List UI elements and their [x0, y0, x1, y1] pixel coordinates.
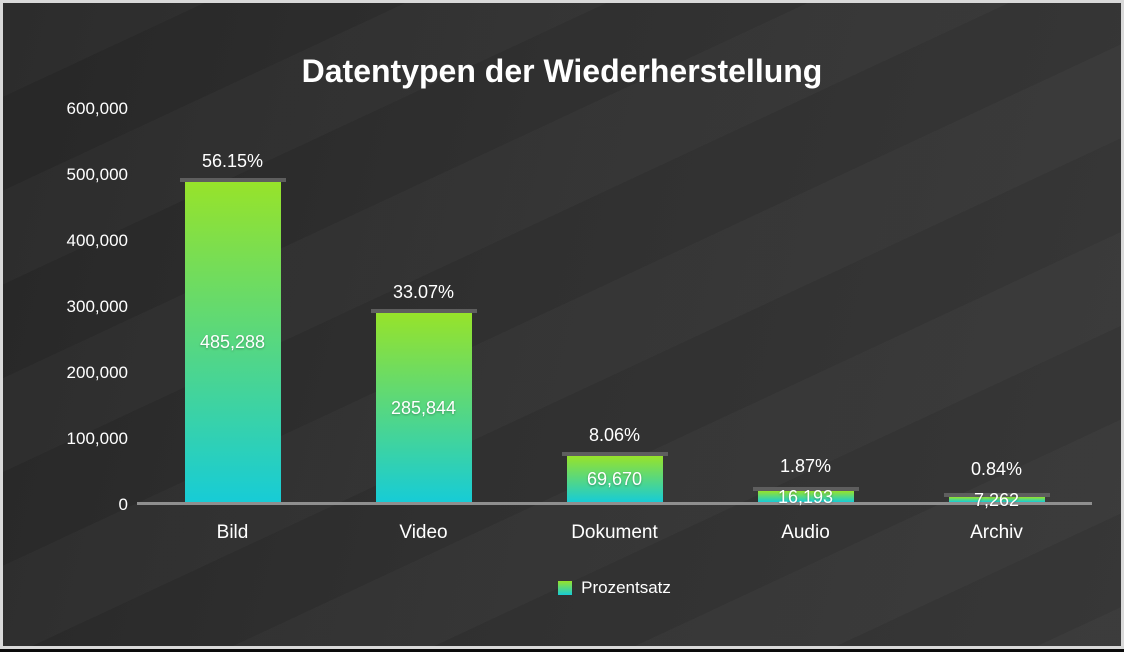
legend-swatch-icon	[558, 581, 573, 595]
category-label-audio: Audio	[781, 522, 830, 543]
bar-slot-video: 33.07% 285,844	[328, 109, 519, 502]
x-axis-categories: Bild Video Dokument Audio Archiv	[137, 522, 1092, 544]
percent-label: 56.15%	[201, 151, 264, 171]
bar-video	[370, 309, 477, 502]
percent-label: 0.84%	[970, 458, 1023, 479]
chart-title: Datentypen der Wiederherstellung	[301, 53, 823, 89]
y-axis: 600,000 500,000 400,000 300,000 200,000 100,0…	[3, 99, 128, 514]
value-label: 7,262	[973, 489, 1020, 510]
bar-dokument	[561, 452, 668, 502]
category-label-video: Video	[399, 522, 448, 543]
y-axis-tick-label: 500,000	[66, 165, 128, 184]
plot-area: 56.15% 485,288 33.07% 285,844 8.06% 69,670 1.8…	[137, 109, 1092, 510]
bar-bild	[179, 178, 286, 502]
legend: Prozentsatz	[137, 578, 1092, 598]
percent-label: 8.06%	[588, 425, 641, 445]
y-axis-tick-label: 100,000	[66, 429, 128, 448]
percent-label: 33.07%	[392, 282, 455, 302]
y-axis-tick-label: 600,000	[66, 99, 128, 118]
category-label-bild: Bild	[216, 522, 249, 543]
value-label: 16,193	[777, 486, 834, 507]
bar-audio	[752, 487, 859, 502]
y-axis-tick-label: 400,000	[66, 231, 128, 250]
value-label: 285,844	[390, 397, 457, 418]
bar-slot-archiv: 0.84% 7,262	[901, 109, 1092, 510]
value-label: 69,670	[586, 469, 643, 489]
bar-slot-bild: 56.15% 485,288	[137, 109, 328, 502]
bar-archiv	[943, 493, 1050, 502]
legend-label: Prozentsatz	[581, 578, 671, 597]
y-axis-tick-label: 200,000	[66, 363, 128, 382]
value-label: 485,288	[199, 332, 266, 352]
category-label-archiv: Archiv	[970, 522, 1023, 543]
bar-chart: Datentypen der Wiederherstellung 600,000…	[3, 3, 1121, 646]
bar-slot-audio: 1.87% 16,193	[710, 109, 901, 507]
y-axis-tick-label: 0	[118, 495, 128, 514]
category-label-dokument: Dokument	[571, 522, 658, 543]
bar-slot-dokument: 8.06% 69,670	[519, 109, 710, 502]
y-axis-tick-label: 300,000	[66, 297, 128, 316]
percent-label: 1.87%	[779, 455, 832, 476]
